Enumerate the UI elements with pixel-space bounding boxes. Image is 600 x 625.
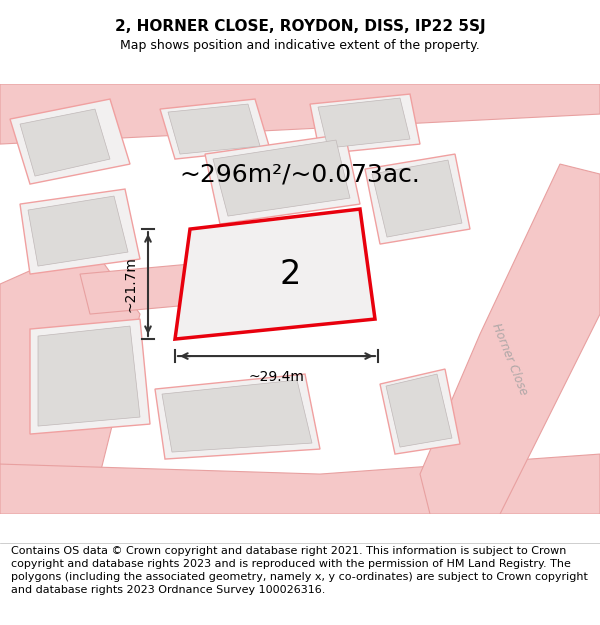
Polygon shape (380, 369, 460, 454)
Text: ~29.4m: ~29.4m (248, 370, 304, 384)
Text: ~296m²/~0.073ac.: ~296m²/~0.073ac. (179, 162, 421, 186)
Polygon shape (28, 196, 128, 266)
Polygon shape (30, 319, 150, 434)
Text: Contains OS data © Crown copyright and database right 2021. This information is : Contains OS data © Crown copyright and d… (11, 546, 587, 596)
Polygon shape (38, 326, 140, 426)
Polygon shape (0, 84, 600, 144)
Polygon shape (310, 94, 420, 154)
Polygon shape (20, 109, 110, 176)
Text: 2: 2 (280, 258, 301, 291)
Text: ~21.7m: ~21.7m (124, 256, 138, 312)
Text: Horner Close: Horner Close (490, 321, 530, 397)
Polygon shape (420, 164, 600, 514)
Polygon shape (80, 264, 200, 314)
Polygon shape (213, 140, 350, 216)
Polygon shape (0, 244, 140, 514)
Polygon shape (10, 99, 130, 184)
Text: 2, HORNER CLOSE, ROYDON, DISS, IP22 5SJ: 2, HORNER CLOSE, ROYDON, DISS, IP22 5SJ (115, 19, 485, 34)
Polygon shape (205, 134, 360, 224)
Polygon shape (168, 104, 260, 154)
Polygon shape (175, 209, 375, 339)
Text: Map shows position and indicative extent of the property.: Map shows position and indicative extent… (120, 39, 480, 51)
Polygon shape (386, 374, 452, 447)
Polygon shape (160, 99, 270, 159)
Polygon shape (372, 160, 462, 237)
Polygon shape (162, 380, 312, 452)
Polygon shape (365, 154, 470, 244)
Polygon shape (20, 189, 140, 274)
Polygon shape (0, 454, 600, 514)
Polygon shape (155, 374, 320, 459)
Polygon shape (318, 98, 410, 148)
